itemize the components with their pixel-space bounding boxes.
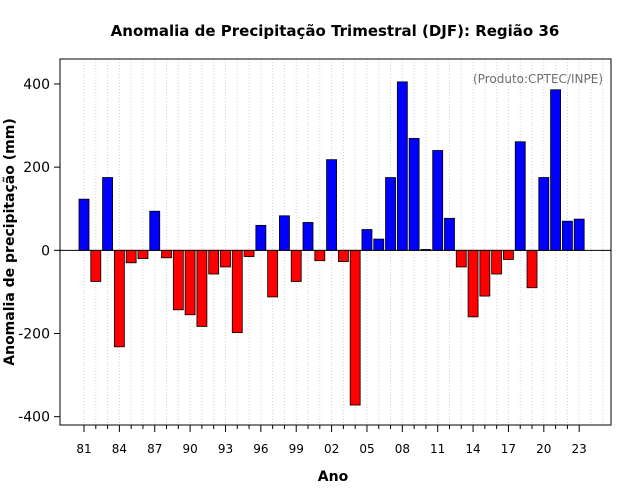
x-tick-label: 96	[253, 442, 268, 456]
bars	[78, 81, 585, 406]
bar-87	[149, 210, 161, 251]
y-tick-label: -200	[18, 327, 50, 343]
x-tick-label: 05	[359, 442, 374, 456]
bar-11	[432, 150, 444, 251]
bar-00	[302, 222, 314, 251]
x-tick-label: 23	[572, 442, 587, 456]
bar-91	[196, 249, 208, 327]
x-tick-label: 11	[430, 442, 445, 456]
bar-23	[573, 218, 585, 251]
bar-06	[373, 238, 385, 251]
x-tick-label: 08	[395, 442, 410, 456]
bar-19	[526, 249, 538, 289]
bar-81	[78, 198, 90, 251]
bar-93	[220, 249, 231, 268]
bar-84	[113, 249, 125, 348]
bar-13	[455, 249, 467, 268]
bar-99	[290, 249, 302, 282]
bar-02	[326, 159, 337, 251]
x-tick-label: 87	[147, 442, 162, 456]
bar-82	[90, 249, 102, 282]
bar-09	[408, 138, 420, 251]
y-tick-label: -400	[18, 410, 50, 426]
y-tick-label: 200	[23, 160, 50, 176]
x-tick-label: 84	[112, 442, 127, 456]
bar-14	[467, 249, 479, 318]
bar-12	[444, 217, 455, 251]
x-tick-label: 93	[218, 442, 233, 456]
x-tick-label: 17	[501, 442, 516, 456]
bar-94	[231, 249, 243, 334]
plot-frame	[59, 58, 612, 426]
bar-85	[125, 249, 137, 264]
x-tick-label: 20	[536, 442, 551, 456]
y-axis: -400 -200 0 200 400	[18, 77, 60, 426]
y-axis-label: Anomalia de precipitação (mm)	[2, 118, 18, 365]
bar-90	[184, 249, 196, 316]
bar-92	[208, 249, 220, 275]
bar-08	[396, 81, 408, 251]
x-axis-label: Ano	[318, 469, 349, 485]
bar-03	[337, 249, 349, 262]
bar-01	[314, 249, 326, 262]
bar-86	[137, 249, 149, 260]
bar-05	[361, 229, 373, 251]
bar-96	[255, 224, 267, 251]
x-tick-label: 81	[76, 442, 91, 456]
bar-21	[550, 89, 561, 251]
bar-15	[479, 249, 491, 297]
y-tick-label: 400	[23, 77, 50, 93]
bar-98	[279, 215, 290, 251]
x-tick-label: 14	[465, 442, 480, 456]
x-tick-label: 90	[182, 442, 197, 456]
bar-95	[243, 249, 255, 257]
chart-title: Anomalia de Precipitação Trimestral (DJF…	[111, 22, 560, 40]
grid-lines	[83, 59, 604, 425]
y-tick-label: 0	[41, 243, 50, 259]
bar-20	[538, 177, 550, 251]
x-tick-label: 02	[324, 442, 339, 456]
bar-88	[161, 249, 172, 259]
bar-22	[561, 220, 573, 251]
credit-annotation: (Produto:CPTEC/INPE)	[473, 72, 603, 86]
bar-18	[514, 141, 526, 251]
x-tick-label: 99	[289, 442, 304, 456]
bar-04	[349, 249, 361, 406]
bar-83	[102, 177, 113, 251]
x-axis: 81 84 87 90 93 96 99 02 05 08 11 14 17 20 23	[76, 425, 587, 456]
bar-97	[267, 249, 279, 298]
bar-17	[503, 249, 514, 260]
bar-16	[491, 249, 503, 275]
bar-89	[172, 249, 184, 311]
bar-07	[385, 177, 396, 251]
